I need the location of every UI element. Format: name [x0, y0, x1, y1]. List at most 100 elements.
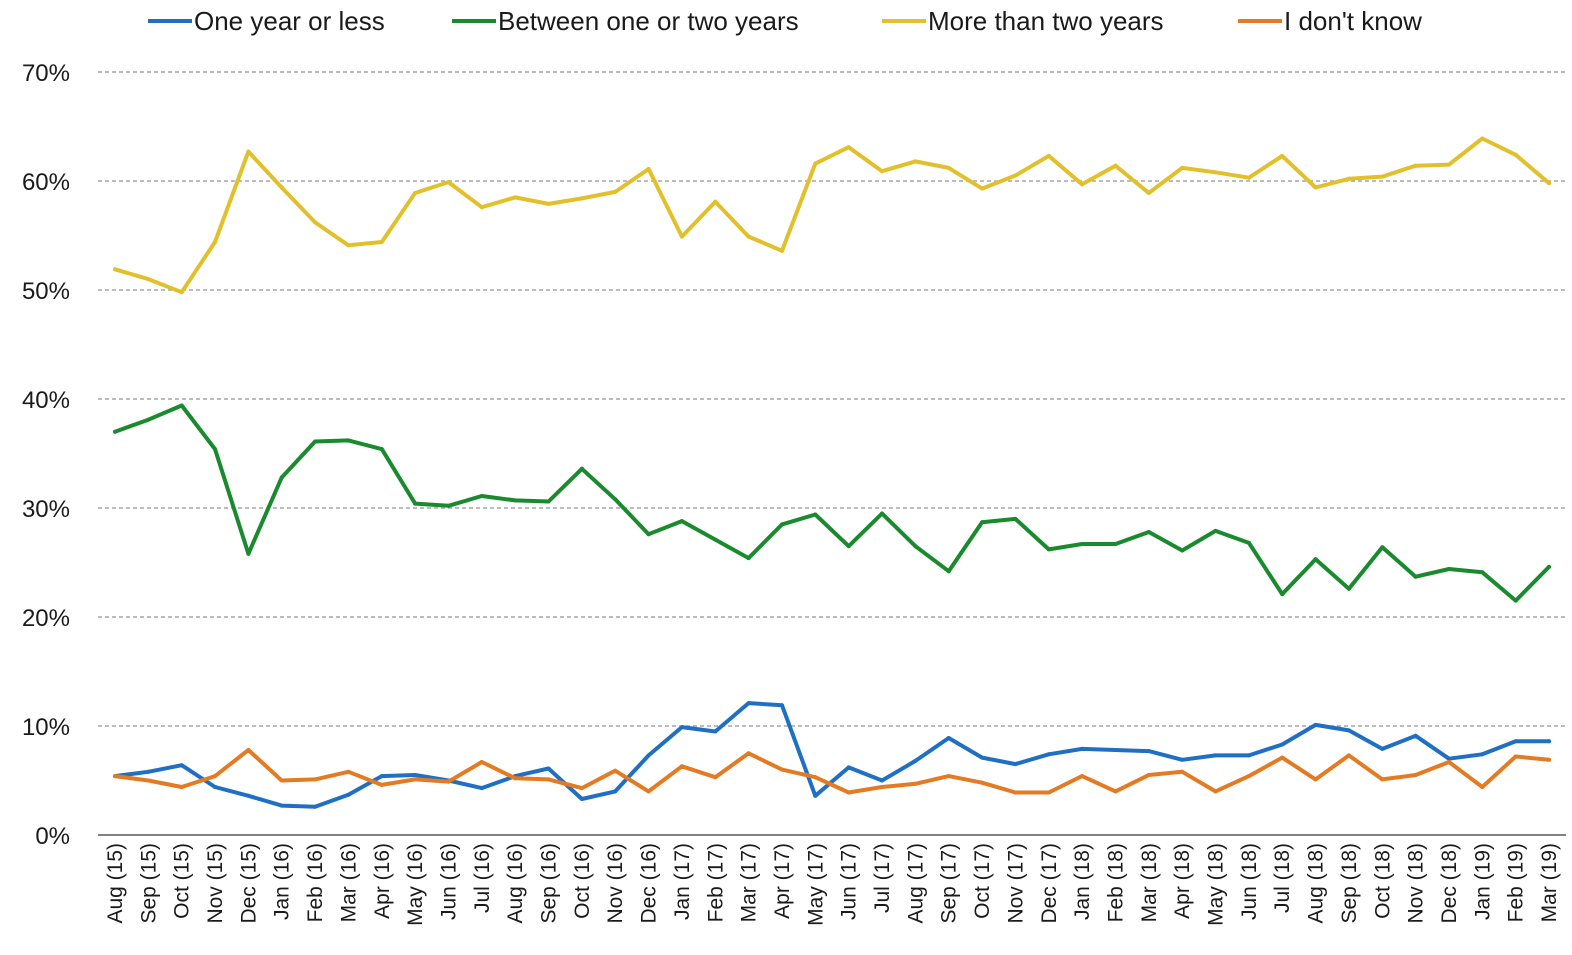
data-point — [1080, 182, 1085, 187]
x-tick-label: Apr (18) — [1171, 843, 1194, 919]
data-point — [379, 447, 384, 452]
data-point — [513, 498, 518, 503]
data-point — [1246, 774, 1251, 779]
data-point — [1413, 773, 1418, 777]
data-point — [880, 511, 884, 516]
data-point — [1447, 567, 1451, 571]
x-tick-label: Dec (15) — [237, 843, 260, 924]
data-point — [513, 776, 518, 781]
x-tick-label: Mar (16) — [337, 843, 360, 922]
data-point — [613, 497, 618, 502]
data-point — [913, 544, 918, 549]
y-tick-label: 30% — [22, 496, 70, 523]
data-point — [313, 777, 318, 782]
data-point — [579, 786, 584, 791]
data-point — [546, 777, 551, 782]
data-point — [346, 243, 351, 248]
legend-item: I don't know — [1238, 6, 1422, 36]
data-point — [980, 186, 985, 191]
legend-label: I don't know — [1284, 6, 1422, 36]
data-point — [1013, 762, 1018, 767]
data-point — [679, 764, 684, 769]
x-tick-label: Dec (17) — [1038, 843, 1061, 924]
data-point — [213, 785, 217, 789]
data-point — [613, 768, 618, 773]
data-point — [1180, 769, 1185, 774]
data-point — [113, 267, 117, 272]
data-point — [813, 161, 818, 166]
data-point — [146, 769, 151, 774]
x-tick-label: May (16) — [404, 843, 427, 926]
data-point — [379, 782, 384, 787]
data-point — [780, 767, 784, 772]
data-point — [1413, 574, 1418, 579]
data-point — [346, 792, 351, 797]
data-point — [1380, 545, 1385, 550]
data-point — [913, 781, 918, 786]
x-tick-label: Dec (18) — [1438, 843, 1461, 924]
x-tick-label: Jun (17) — [838, 843, 861, 920]
data-point — [246, 793, 251, 798]
x-tick-label: Apr (16) — [371, 843, 394, 919]
data-point — [1313, 777, 1318, 782]
data-point — [1213, 753, 1218, 758]
data-point — [1513, 739, 1518, 744]
data-point — [246, 748, 251, 752]
data-point — [980, 780, 985, 785]
data-point — [279, 185, 284, 190]
y-axis-ticks: 0% 10% 20% 30% 40% 50% 60% 70% — [22, 60, 70, 850]
legend-label: One year or less — [194, 6, 385, 36]
data-point — [1413, 733, 1418, 738]
data-point — [679, 725, 684, 730]
data-point — [1380, 746, 1385, 751]
data-point — [780, 703, 784, 708]
data-point — [679, 234, 684, 239]
x-tick-label: Oct (16) — [571, 843, 594, 919]
x-tick-label: Mar (17) — [738, 843, 761, 922]
data-point — [1280, 742, 1285, 747]
data-point — [413, 501, 418, 506]
data-point — [1046, 547, 1051, 552]
x-tick-label: Oct (17) — [971, 843, 994, 919]
data-point — [613, 189, 618, 194]
data-point — [1346, 176, 1351, 181]
legend-label: More than two years — [928, 6, 1164, 36]
series-line — [113, 748, 1551, 795]
data-point — [1313, 185, 1318, 190]
legend-item: Between one or two years — [452, 6, 799, 36]
data-point — [1213, 789, 1218, 794]
x-tick-label: Jan (19) — [1471, 843, 1494, 920]
x-tick-label: Feb (19) — [1505, 843, 1528, 922]
data-point — [246, 149, 251, 154]
x-tick-label: Jan (17) — [671, 843, 694, 920]
data-point — [679, 519, 684, 524]
data-point — [1346, 728, 1351, 733]
data-point — [1480, 570, 1485, 575]
data-point — [946, 165, 951, 170]
x-axis-ticks: Aug (15) Sep (15) Oct (15) Nov (15) Dec (15)… — [104, 843, 1561, 926]
data-point — [213, 447, 217, 452]
data-point — [1480, 785, 1485, 789]
data-point — [846, 790, 851, 795]
x-tick-label: Feb (17) — [704, 843, 727, 922]
data-point — [479, 494, 484, 498]
data-point — [813, 775, 818, 780]
data-point — [1080, 542, 1085, 546]
data-point — [1146, 530, 1151, 534]
data-point — [546, 201, 551, 206]
y-tick-label: 70% — [22, 60, 70, 87]
data-point — [846, 145, 851, 150]
x-tick-label: Aug (16) — [504, 843, 527, 924]
data-point — [1180, 165, 1185, 170]
data-point — [113, 429, 117, 434]
data-point — [1013, 790, 1018, 795]
x-tick-label: Jun (16) — [437, 843, 460, 920]
data-point — [946, 774, 951, 779]
data-point — [1547, 739, 1551, 744]
x-tick-label: Oct (18) — [1371, 843, 1394, 919]
data-point — [446, 503, 451, 508]
x-tick-label: Feb (18) — [1104, 843, 1127, 922]
data-point — [1280, 755, 1285, 760]
y-tick-label: 10% — [22, 714, 70, 741]
x-tick-label: Dec (16) — [638, 843, 661, 924]
